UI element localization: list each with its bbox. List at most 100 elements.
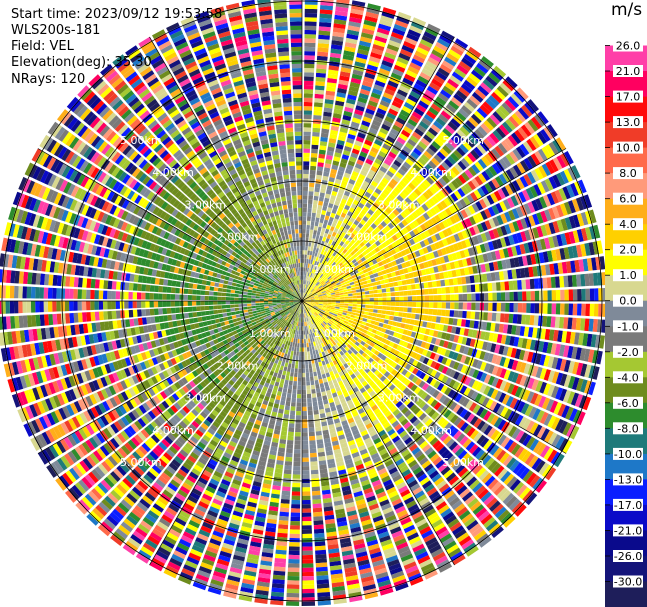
ppi-gate bbox=[370, 165, 379, 173]
ppi-gate bbox=[470, 256, 476, 265]
ppi-gate bbox=[306, 258, 309, 264]
ppi-gate bbox=[378, 23, 391, 32]
ppi-gate bbox=[355, 256, 361, 262]
ppi-gate bbox=[329, 199, 335, 205]
ppi-gate bbox=[404, 173, 413, 182]
ppi-gate bbox=[128, 301, 133, 309]
ppi-gate bbox=[364, 112, 374, 120]
ppi-gate bbox=[323, 297, 328, 299]
ppi-gate bbox=[472, 265, 478, 274]
ppi-gate bbox=[419, 71, 432, 81]
ppi-gate bbox=[467, 247, 474, 256]
ppi-gate bbox=[303, 169, 309, 175]
ppi-gate bbox=[204, 290, 210, 296]
ppi-gate bbox=[22, 301, 27, 313]
ppi-gate bbox=[81, 289, 87, 299]
ppi-gate bbox=[304, 294, 308, 298]
ppi-gate bbox=[304, 4, 318, 10]
ppi-gate bbox=[200, 295, 205, 301]
ppi-gate bbox=[303, 178, 309, 183]
ppi-gate bbox=[349, 12, 363, 20]
ppi-gate bbox=[330, 168, 338, 175]
ppi-gate bbox=[354, 181, 362, 188]
ppi-gate bbox=[364, 15, 378, 23]
ppi-gate bbox=[352, 298, 358, 301]
ppi-gate bbox=[213, 301, 218, 305]
ppi-gate bbox=[171, 280, 177, 287]
ppi-gate bbox=[363, 284, 369, 288]
ppi-gate bbox=[365, 298, 370, 301]
ppi-gate bbox=[312, 269, 316, 274]
ppi-gate bbox=[320, 249, 325, 255]
ppi-gate bbox=[389, 212, 397, 219]
ppi-gate bbox=[388, 166, 397, 175]
ppi-gate bbox=[246, 301, 252, 304]
ppi-gate bbox=[333, 287, 339, 291]
ppi-gate bbox=[434, 193, 443, 202]
ppi-gate bbox=[166, 286, 172, 293]
ppi-gate bbox=[196, 306, 201, 312]
ppi-gate bbox=[22, 315, 28, 328]
ppi-gate bbox=[310, 157, 318, 162]
ppi-gate bbox=[315, 85, 325, 91]
ppi-gate bbox=[289, 4, 302, 9]
ppi-gate bbox=[502, 79, 515, 92]
ppi-gate bbox=[306, 267, 309, 272]
ppi-gate bbox=[320, 231, 325, 237]
ppi-gate bbox=[393, 23, 407, 33]
ppi-gate bbox=[444, 279, 450, 286]
ppi-gate bbox=[424, 295, 430, 301]
ppi-gate bbox=[382, 188, 390, 196]
ppi-gate bbox=[441, 161, 450, 171]
ppi-gate bbox=[219, 279, 225, 284]
ppi-gate bbox=[277, 136, 286, 142]
ppi-gate bbox=[498, 271, 505, 281]
ppi-gate bbox=[390, 163, 400, 171]
ppi-gate bbox=[423, 238, 430, 246]
ppi-gate bbox=[519, 268, 526, 278]
ppi-gate bbox=[298, 207, 302, 213]
ppi-gate bbox=[317, 43, 329, 49]
ppi-gate bbox=[226, 312, 232, 317]
ppi-gate bbox=[399, 180, 407, 188]
ppi-gate bbox=[344, 239, 350, 245]
ppi-gate bbox=[35, 314, 41, 327]
ppi-gate bbox=[412, 296, 417, 301]
ppi-gate bbox=[458, 60, 472, 72]
ppi-gate bbox=[292, 85, 302, 90]
ppi-gate bbox=[137, 283, 142, 292]
ppi-gate bbox=[462, 293, 468, 301]
ppi-gate bbox=[325, 211, 331, 217]
ppi-gate bbox=[374, 80, 386, 88]
ppi-gate bbox=[124, 310, 130, 318]
ppi-gate bbox=[222, 288, 227, 293]
ppi-gate bbox=[390, 128, 400, 136]
ppi-gate bbox=[318, 222, 323, 228]
ppi-gate bbox=[315, 72, 326, 78]
ppi-gate bbox=[356, 295, 362, 299]
ppi-gate bbox=[276, 299, 281, 301]
ppi-gate bbox=[355, 286, 360, 290]
ppi-gate bbox=[543, 290, 548, 301]
ppi-gate bbox=[86, 301, 91, 311]
ppi-gate bbox=[341, 119, 351, 126]
ppi-gate bbox=[428, 106, 439, 116]
ppi-gate bbox=[515, 268, 522, 279]
ppi-gate bbox=[386, 251, 393, 257]
ppi-gate bbox=[381, 11, 395, 19]
ppi-gate bbox=[366, 279, 372, 284]
ppi-gate bbox=[341, 154, 350, 160]
ppi-gate bbox=[225, 304, 231, 309]
ppi-gate bbox=[355, 232, 362, 238]
ppi-gate bbox=[477, 85, 490, 97]
ppi-gate bbox=[552, 139, 563, 153]
ppi-gate bbox=[372, 259, 378, 265]
ppi-gate bbox=[494, 145, 505, 157]
ppi-gate bbox=[457, 231, 465, 241]
ppi-gate bbox=[332, 284, 337, 288]
ppi-gate bbox=[369, 56, 381, 64]
ppi-gate bbox=[382, 274, 388, 280]
ppi-gate bbox=[99, 279, 104, 289]
ppi-gate bbox=[205, 285, 210, 291]
ppi-gate bbox=[337, 276, 343, 280]
